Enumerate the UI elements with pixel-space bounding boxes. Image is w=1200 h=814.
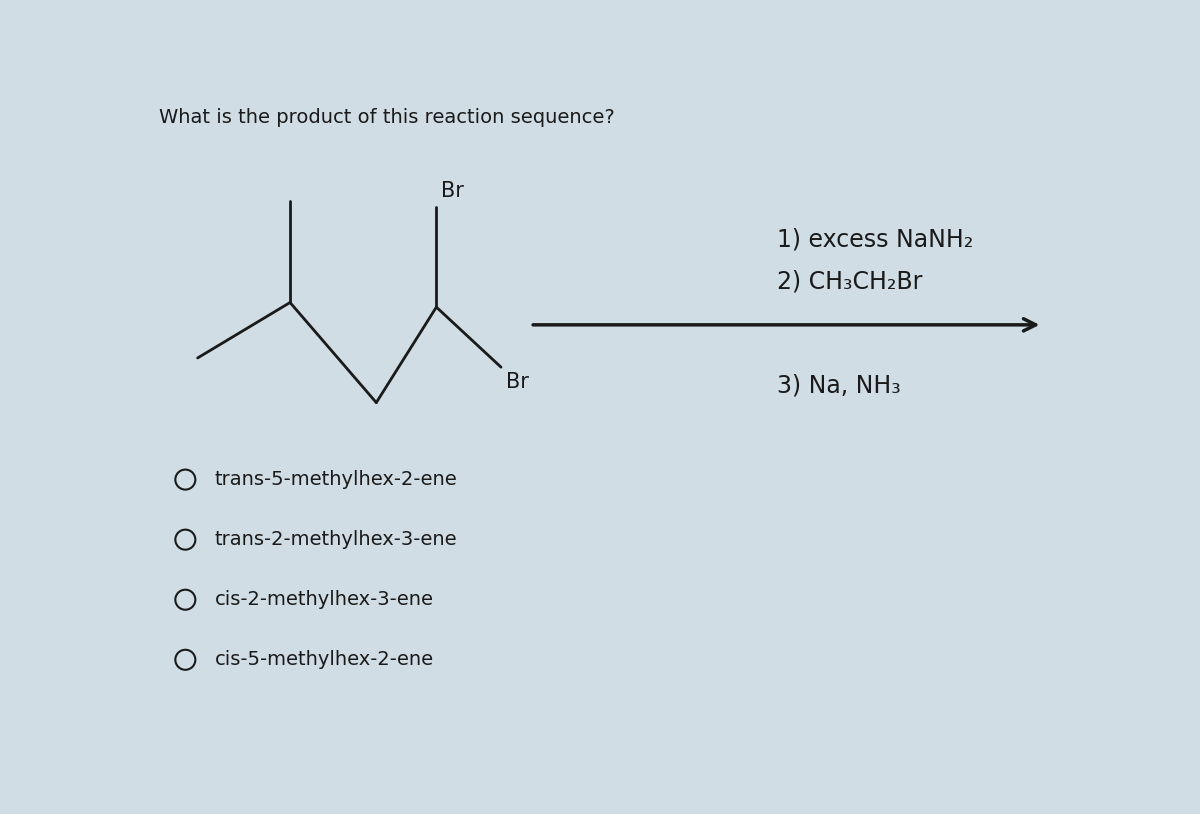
Text: trans-2-methylhex-3-ene: trans-2-methylhex-3-ene bbox=[215, 530, 457, 549]
Text: Br: Br bbox=[440, 181, 464, 201]
Text: 2) CH₃CH₂Br: 2) CH₃CH₂Br bbox=[776, 269, 922, 294]
Text: 1) excess NaNH₂: 1) excess NaNH₂ bbox=[776, 227, 973, 252]
Text: trans-5-methylhex-2-ene: trans-5-methylhex-2-ene bbox=[215, 470, 457, 489]
Text: cis-5-methylhex-2-ene: cis-5-methylhex-2-ene bbox=[215, 650, 433, 669]
Text: What is the product of this reaction sequence?: What is the product of this reaction seq… bbox=[160, 108, 614, 128]
Text: cis-2-methylhex-3-ene: cis-2-methylhex-3-ene bbox=[215, 590, 433, 609]
Text: 3) Na, NH₃: 3) Na, NH₃ bbox=[776, 374, 900, 398]
Text: Br: Br bbox=[505, 372, 528, 392]
